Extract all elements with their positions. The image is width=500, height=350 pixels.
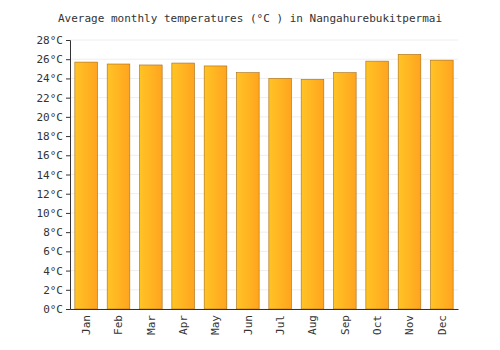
x-tick: Jun xyxy=(242,309,255,335)
y-tick: 22°C xyxy=(37,92,71,105)
y-tick: 4°C xyxy=(43,265,70,278)
y-tick-label: 4°C xyxy=(43,265,63,278)
y-tick-mark xyxy=(66,175,70,176)
y-tick: 10°C xyxy=(37,207,71,220)
y-tick: 24°C xyxy=(37,72,71,85)
bar xyxy=(237,73,260,309)
x-tick: May xyxy=(209,309,222,335)
y-tick-mark xyxy=(66,98,70,99)
bar xyxy=(75,62,98,309)
x-tick-label: Jul xyxy=(274,315,287,335)
x-tick-label: Jan xyxy=(80,315,93,335)
x-tick-label: Jun xyxy=(242,315,255,335)
y-tick-mark xyxy=(66,194,70,195)
chart-svg: 0°C 2°C 4°C 6°C 8°C 10°C 12°C 14°C 16°C 18°C 20°C 2… xyxy=(0,0,500,350)
y-tick-label: 18°C xyxy=(37,130,64,143)
y-tick-mark xyxy=(66,155,70,156)
bar xyxy=(398,54,421,309)
y-tick-mark xyxy=(66,136,70,137)
y-tick: 12°C xyxy=(37,188,71,201)
y-tick: 28°C xyxy=(37,34,71,47)
grid-line xyxy=(70,40,458,41)
x-axis: Jan Feb Mar Apr May Jun Jul Aug Sep Oct Nov Dec xyxy=(71,309,459,335)
y-tick: 14°C xyxy=(37,169,71,182)
y-tick-mark xyxy=(66,40,70,41)
y-tick-label: 20°C xyxy=(37,111,64,124)
y-tick-label: 0°C xyxy=(43,303,63,316)
x-tick-label: May xyxy=(209,315,222,335)
y-tick-label: 14°C xyxy=(37,169,64,182)
y-tick: 0°C xyxy=(43,303,70,316)
y-tick-label: 16°C xyxy=(37,149,64,162)
y-tick-label: 2°C xyxy=(43,284,63,297)
bar xyxy=(334,73,357,309)
x-tick: Mar xyxy=(145,309,158,335)
x-tick-label: Aug xyxy=(306,315,319,335)
y-tick: 16°C xyxy=(37,149,71,162)
x-axis-line xyxy=(71,309,459,310)
y-tick-label: 22°C xyxy=(37,92,64,105)
grid xyxy=(70,40,458,309)
y-tick-mark xyxy=(66,213,70,214)
bar xyxy=(140,65,163,309)
y-tick: 6°C xyxy=(43,245,70,258)
y-tick-label: 28°C xyxy=(37,34,64,47)
y-tick-label: 24°C xyxy=(37,72,64,85)
x-tick-label: Oct xyxy=(371,315,384,335)
y-tick: 8°C xyxy=(43,226,70,239)
y-tick: 26°C xyxy=(37,53,71,66)
y-tick-mark xyxy=(66,251,70,252)
y-tick-label: 8°C xyxy=(43,226,63,239)
title: Average monthly temperatures (°C ) in Na… xyxy=(58,12,442,25)
x-tick-label: Nov xyxy=(403,315,416,335)
y-tick: 2°C xyxy=(43,284,70,297)
bars xyxy=(75,54,453,309)
y-tick-mark xyxy=(66,271,70,272)
x-tick: Oct xyxy=(371,309,384,335)
x-tick: Jan xyxy=(80,309,93,335)
y-tick-mark xyxy=(66,290,70,291)
x-tick-label: Mar xyxy=(145,315,158,335)
y-tick-mark xyxy=(66,232,70,233)
y-tick-mark xyxy=(66,59,70,60)
x-tick: Apr xyxy=(177,309,190,335)
y-tick: 20°C xyxy=(37,111,71,124)
y-tick-label: 6°C xyxy=(43,245,63,258)
bar xyxy=(172,63,195,309)
x-tick: Sep xyxy=(339,309,352,335)
y-tick-mark xyxy=(66,78,70,79)
chart-container: 0°C 2°C 4°C 6°C 8°C 10°C 12°C 14°C 16°C 18°C 20°C 2… xyxy=(0,0,500,350)
y-tick: 18°C xyxy=(37,130,71,143)
plot-area: 0°C 2°C 4°C 6°C 8°C 10°C 12°C 14°C 16°C 18°C 20°C 2… xyxy=(37,34,459,335)
x-tick: Feb xyxy=(112,309,125,335)
y-tick-label: 10°C xyxy=(37,207,64,220)
x-tick: Nov xyxy=(403,309,416,335)
y-tick-label: 12°C xyxy=(37,188,64,201)
y-tick-label: 26°C xyxy=(37,53,64,66)
bar xyxy=(301,79,324,309)
bar xyxy=(366,61,389,309)
y-tick-mark xyxy=(66,117,70,118)
y-axis-line xyxy=(66,41,71,310)
x-tick-label: Feb xyxy=(112,315,125,335)
x-tick: Jul xyxy=(274,309,287,335)
bar xyxy=(204,66,227,309)
x-tick-label: Sep xyxy=(339,315,352,335)
y-tick-mark xyxy=(66,309,70,310)
x-tick-label: Dec xyxy=(436,315,449,335)
bar xyxy=(431,60,454,309)
bar xyxy=(269,78,292,309)
y-axis: 0°C 2°C 4°C 6°C 8°C 10°C 12°C 14°C 16°C 18°C 20°C 2… xyxy=(37,34,71,316)
x-tick: Dec xyxy=(436,309,449,335)
x-tick-label: Apr xyxy=(177,315,190,335)
x-tick: Aug xyxy=(306,309,319,335)
bar xyxy=(107,64,130,309)
